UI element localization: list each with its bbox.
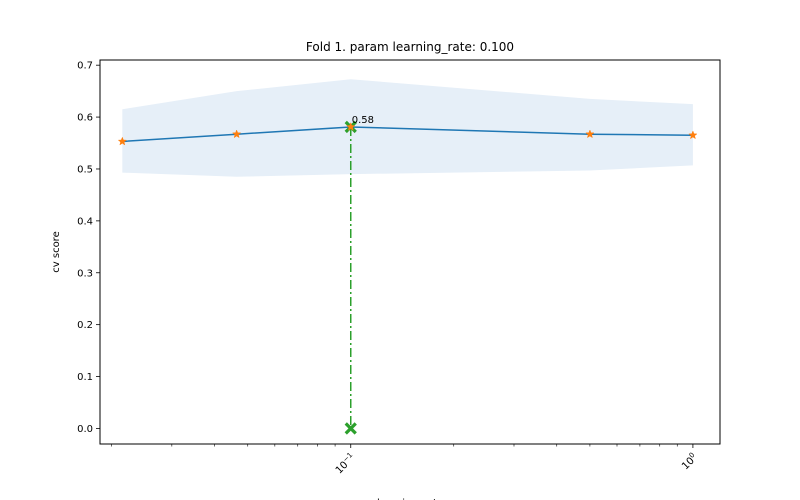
x-tick-label: 100 [679,451,700,472]
series-marker-layer [117,122,698,146]
x-axis-label: learning_rate [377,498,443,500]
axes-layer: 0.0 0.1 0.2 0.3 0.4 0.5 0.6 0.7 10−1 100 [77,59,721,477]
best-baseline-marker [344,422,357,435]
data-point-marker [585,129,595,139]
data-point-marker [688,130,698,140]
y-tick-label: 0.0 [77,424,93,435]
data-point-marker [346,122,356,131]
y-tick-label: 0.2 [77,320,93,331]
data-point-marker [231,129,242,139]
y-tick-label: 0.1 [77,372,93,383]
x-stroke [344,422,357,435]
plot-frame [99,59,721,445]
y-tick-label: 0.3 [77,268,93,279]
x-tick-label: 10−1 [332,451,358,477]
y-tick-label: 0.6 [77,113,93,124]
y-tick-label: 0.4 [77,216,93,227]
y-tick-label: 0.7 [77,61,93,72]
best-value-label: 0.58 [352,115,374,126]
chart-title: Fold 1. param learning_rate: 0.100 [306,40,514,54]
data-point-marker [117,136,127,146]
y-tick-label: 0.5 [77,164,93,175]
y-axis-label: cv score [51,231,62,272]
